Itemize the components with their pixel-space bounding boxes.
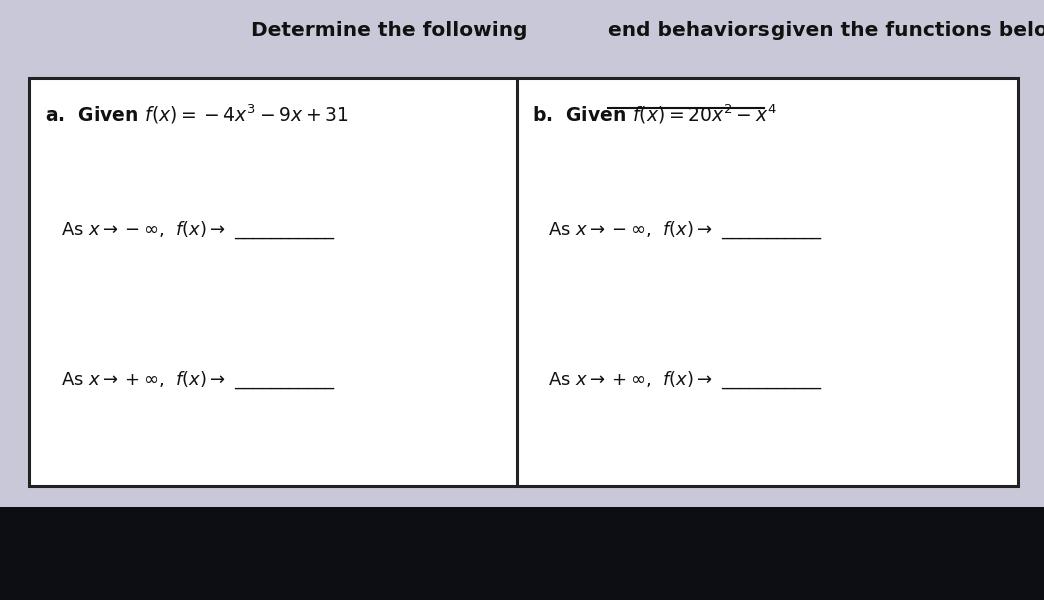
Text: given the functions below.: given the functions below. <box>763 21 1044 40</box>
Bar <box>29 78 1018 486</box>
Text: As $x \rightarrow +\infty$,  $f(x) \rightarrow$ ___________: As $x \rightarrow +\infty$, $f(x) \right… <box>548 369 823 391</box>
Text: b.  Given $f(x) = 20x^2 - x^4$: b. Given $f(x) = 20x^2 - x^4$ <box>532 102 778 125</box>
Text: a.  Given $f(x) = -4x^3 - 9x + 31$: a. Given $f(x) = -4x^3 - 9x + 31$ <box>45 102 349 125</box>
Bar <box>0 507 1044 600</box>
Text: As $x \rightarrow -\infty$,  $f(x) \rightarrow$ ___________: As $x \rightarrow -\infty$, $f(x) \right… <box>548 219 823 241</box>
Text: Determine the following: Determine the following <box>251 21 535 40</box>
Text: As $x \rightarrow -\infty$,  $f(x) \rightarrow$ ___________: As $x \rightarrow -\infty$, $f(x) \right… <box>61 219 335 241</box>
Text: end behaviors: end behaviors <box>609 21 769 40</box>
Text: As $x \rightarrow +\infty$,  $f(x) \rightarrow$ ___________: As $x \rightarrow +\infty$, $f(x) \right… <box>61 369 335 391</box>
